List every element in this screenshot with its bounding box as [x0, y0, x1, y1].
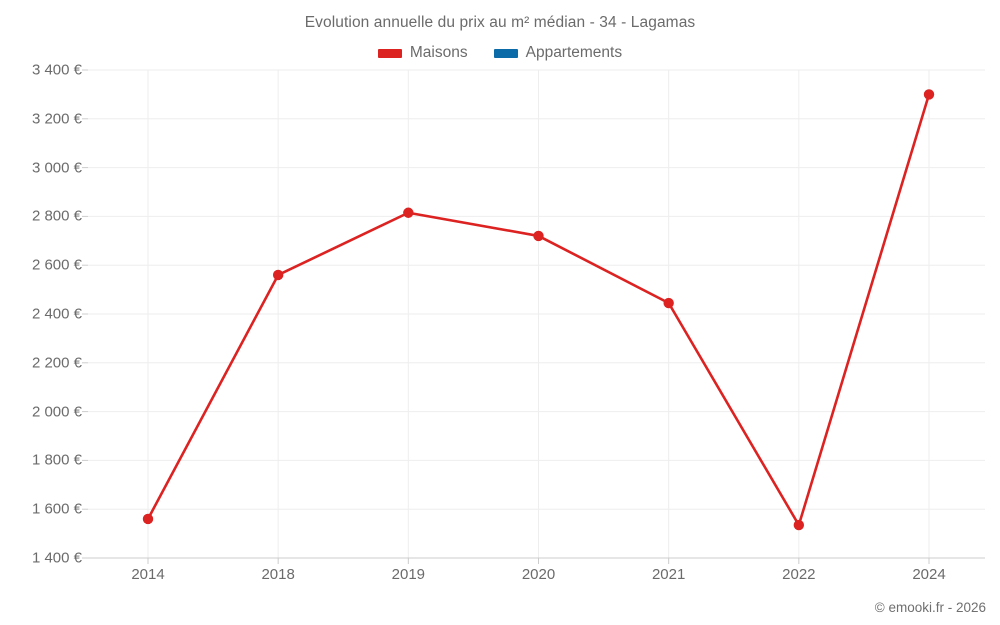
legend-label-appartements: Appartements: [525, 44, 623, 61]
data-point-maisons[interactable]: [663, 297, 674, 309]
y-axis-tick-label: 1 800 €: [31, 451, 82, 469]
data-point-maisons[interactable]: [142, 513, 154, 525]
data-point-maisons[interactable]: [403, 207, 414, 218]
x-axis-tick-label: 2019: [391, 566, 426, 583]
credit-text: © emooki.fr - 2026: [874, 600, 986, 615]
legend-swatch-maisons: [377, 48, 402, 58]
chart-title: Evolution annuelle du prix au m² médian …: [304, 14, 696, 31]
x-axis-tick-label: 2022: [782, 566, 816, 583]
plot-area: [82, 69, 985, 564]
x-axis-labels: 2014 2018 2019 2020 2021 2022 2024: [88, 566, 985, 590]
legend-swatch-appartements: [493, 48, 518, 58]
chart-legend: Maisons Appartements: [0, 44, 1000, 62]
x-axis-tick-label: 2024: [912, 566, 946, 583]
y-axis-labels: 1 400 € 1 600 € 1 800 € 2 000 € 2 200 € 2 400…: [0, 62, 82, 567]
y-axis-tick-label: 1 400 €: [31, 549, 82, 567]
y-axis-tick-label: 3 000 €: [31, 159, 82, 177]
y-axis-tick-label: 2 400 €: [31, 305, 82, 323]
y-axis-tick-label: 2 000 €: [31, 403, 82, 421]
x-axis-tick-label: 2014: [131, 566, 165, 583]
y-axis-tick-label: 1 600 €: [31, 500, 82, 518]
y-axis-tick-label: 3 200 €: [31, 110, 82, 128]
legend-item-maisons[interactable]: Maisons: [377, 44, 468, 62]
y-axis-tick-label: 2 600 €: [31, 256, 82, 274]
plot-svg: [82, 69, 985, 564]
data-point-maisons[interactable]: [923, 89, 935, 100]
data-point-maisons[interactable]: [272, 269, 284, 281]
data-point-maisons[interactable]: [533, 230, 544, 242]
legend-label-maisons: Maisons: [409, 44, 468, 61]
y-axis-tick-label: 3 400 €: [31, 61, 82, 79]
x-axis-tick-label: 2021: [651, 566, 686, 583]
x-axis-tick-label: 2018: [261, 566, 295, 583]
data-point-maisons[interactable]: [793, 519, 805, 531]
x-axis-tick-label: 2020: [521, 566, 556, 583]
legend-item-appartements[interactable]: Appartements: [493, 44, 623, 62]
y-axis-tick-label: 2 200 €: [31, 354, 82, 372]
y-axis-tick-label: 2 800 €: [31, 207, 82, 225]
